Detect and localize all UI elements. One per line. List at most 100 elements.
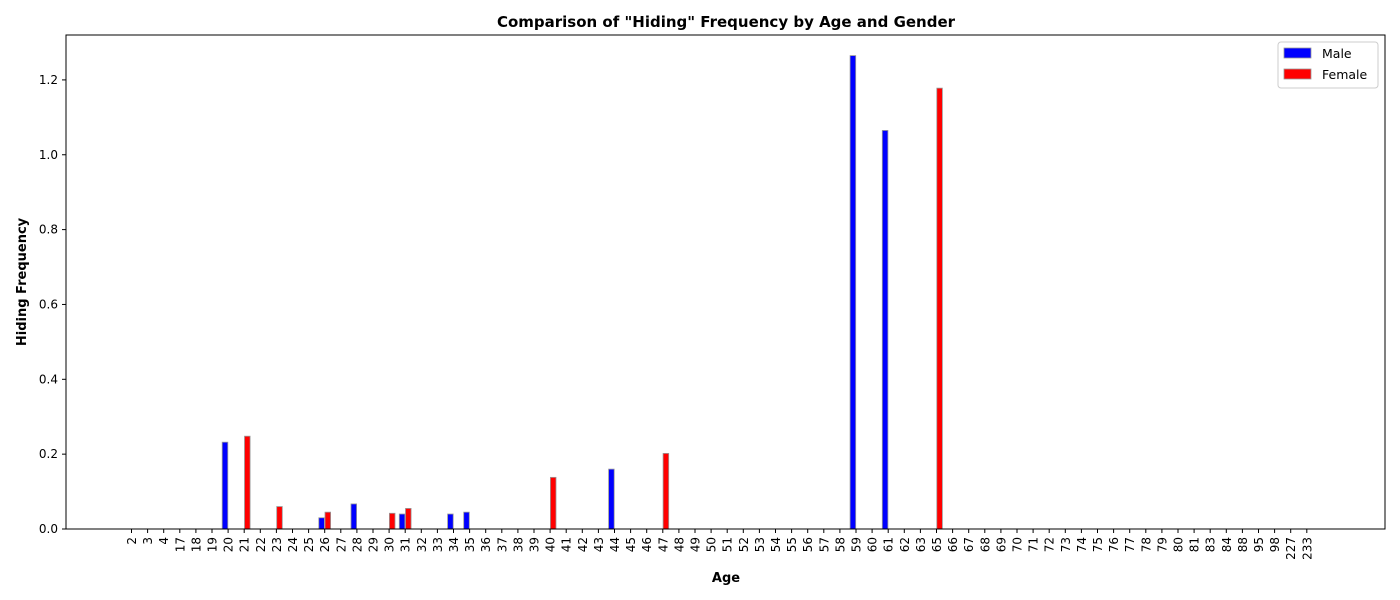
x-tick-label: 77 [1123, 537, 1137, 552]
bar-female-21 [244, 435, 251, 530]
bar-female-40 [550, 476, 557, 530]
x-tick-label: 66 [946, 537, 960, 552]
x-tick-label: 21 [238, 537, 252, 552]
x-tick-label: 27 [334, 537, 348, 552]
bar-male-34 [447, 513, 454, 530]
x-tick-label: 54 [769, 537, 783, 552]
bar-female-30 [388, 512, 396, 530]
y-tick-label: 1.2 [39, 73, 58, 87]
y-tick-label: 0.8 [39, 223, 58, 237]
x-axis: 2 3 4 17 18 19 20 21 22 23 24 25 26 27 28 29 30 31 32 33 34 3… [125, 529, 1314, 560]
x-tick-label: 227 [1284, 537, 1298, 560]
x-tick-label: 37 [495, 537, 509, 552]
legend-swatch-female [1283, 68, 1312, 80]
y-tick-label: 1.0 [39, 148, 58, 162]
x-tick-label: 60 [866, 537, 880, 552]
x-tick-label: 71 [1027, 537, 1041, 552]
x-tick-label: 22 [254, 537, 268, 552]
bar-female-31 [405, 508, 412, 530]
x-tick-label: 72 [1043, 537, 1057, 552]
x-tick-label: 58 [833, 537, 847, 552]
x-tick-label: 53 [753, 537, 767, 552]
x-tick-label: 17 [173, 537, 187, 552]
y-axis-label: Hiding Frequency [15, 217, 30, 346]
x-tick-label: 78 [1139, 537, 1153, 552]
x-tick-label: 74 [1075, 537, 1089, 552]
bar-female-47 [662, 452, 670, 530]
legend-label-male: Male [1322, 46, 1352, 61]
x-tick-label: 68 [978, 537, 992, 552]
x-tick-label: 40 [544, 537, 558, 552]
x-tick-label: 98 [1268, 537, 1282, 552]
x-tick-label: 75 [1091, 537, 1105, 552]
bar-male-35 [463, 511, 470, 530]
x-tick-label: 30 [383, 537, 397, 552]
bar-male-28 [350, 503, 357, 530]
y-axis: 0.0 0.2 0.4 0.6 0.8 1.0 1.2 [39, 73, 66, 536]
bar-female-23 [276, 506, 283, 530]
x-tick-label: 65 [930, 537, 944, 552]
bar-male-44 [608, 468, 615, 530]
x-tick-label: 48 [672, 537, 686, 552]
y-tick-label: 0.0 [39, 522, 58, 536]
x-tick-label: 32 [415, 537, 429, 552]
x-tick-label: 38 [511, 537, 525, 552]
plot-frame [65, 34, 1386, 530]
x-tick-label: 50 [705, 537, 719, 552]
x-tick-label: 69 [994, 537, 1008, 552]
x-tick-label: 83 [1204, 537, 1218, 552]
y-tick-label: 0.2 [39, 447, 58, 461]
x-tick-label: 49 [689, 537, 703, 552]
x-tick-label: 73 [1059, 537, 1073, 552]
x-tick-label: 29 [367, 537, 381, 552]
x-tick-label: 57 [817, 537, 831, 552]
bars-group [221, 55, 943, 530]
x-tick-label: 20 [222, 537, 236, 552]
x-tick-label: 2 [125, 537, 139, 545]
x-tick-label: 23 [270, 537, 284, 552]
bar-male-20 [221, 441, 229, 530]
bar-female-65 [936, 87, 943, 530]
x-tick-label: 45 [624, 537, 638, 552]
y-tick-label: 0.4 [39, 372, 58, 386]
x-tick-label: 63 [914, 537, 928, 552]
x-tick-label: 42 [576, 537, 590, 552]
legend: Male Female [1277, 41, 1379, 89]
x-tick-label: 41 [560, 537, 574, 552]
x-tick-label: 26 [318, 537, 332, 552]
x-tick-label: 19 [206, 537, 220, 552]
x-tick-label: 39 [528, 537, 542, 552]
x-tick-label: 84 [1220, 537, 1234, 552]
legend-label-female: Female [1322, 67, 1368, 82]
x-tick-label: 59 [850, 537, 864, 552]
x-tick-label: 81 [1188, 537, 1202, 552]
x-axis-label: Age [712, 571, 740, 586]
x-tick-label: 56 [801, 537, 815, 552]
x-tick-label: 24 [286, 537, 300, 552]
x-tick-label: 43 [592, 537, 606, 552]
x-tick-label: 44 [608, 537, 622, 552]
x-tick-label: 76 [1107, 537, 1121, 552]
x-tick-label: 79 [1155, 537, 1169, 552]
y-tick-label: 0.6 [39, 297, 58, 311]
x-tick-label: 70 [1011, 537, 1025, 552]
x-tick-label: 25 [302, 537, 316, 552]
x-tick-label: 46 [640, 537, 654, 552]
bar-female-26 [324, 511, 331, 530]
x-tick-label: 80 [1172, 537, 1186, 552]
bar-male-26 [318, 517, 325, 530]
x-tick-label: 35 [463, 537, 477, 552]
x-tick-label: 3 [141, 537, 155, 545]
x-tick-label: 31 [399, 537, 413, 552]
x-tick-label: 88 [1236, 537, 1250, 552]
x-tick-label: 34 [447, 537, 461, 552]
x-tick-label: 61 [882, 537, 896, 552]
bar-male-31 [398, 513, 406, 530]
x-tick-label: 28 [350, 537, 364, 552]
x-tick-label: 233 [1300, 537, 1314, 560]
x-tick-label: 55 [785, 537, 799, 552]
x-tick-label: 47 [656, 537, 670, 552]
x-tick-label: 33 [431, 537, 445, 552]
x-tick-label: 95 [1252, 537, 1266, 552]
